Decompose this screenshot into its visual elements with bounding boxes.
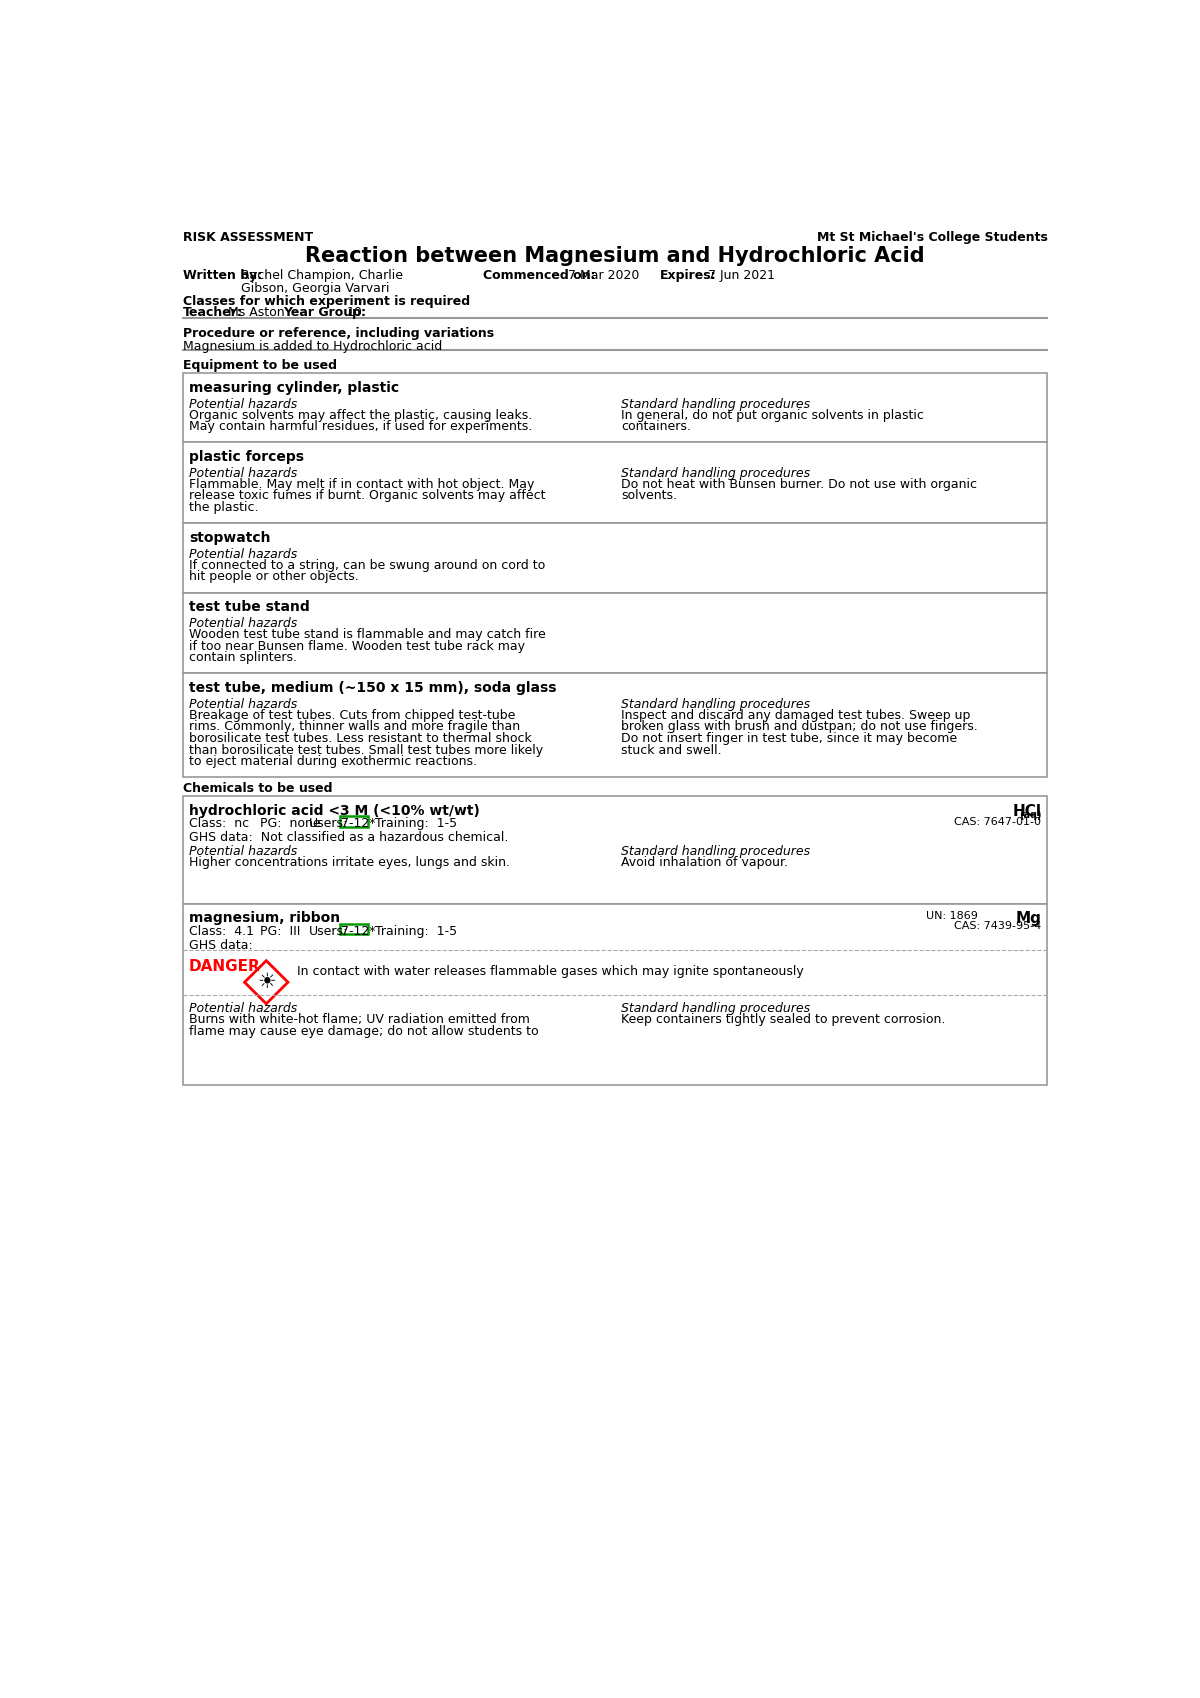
Text: test tube stand: test tube stand — [188, 601, 310, 615]
Text: Gibson, Georgia Varvari: Gibson, Georgia Varvari — [241, 282, 390, 295]
Text: Procedure or reference, including variations: Procedure or reference, including variat… — [182, 328, 493, 340]
Text: Standard handling procedures: Standard handling procedures — [622, 698, 810, 711]
Text: solvents.: solvents. — [622, 489, 677, 503]
Text: Avoid inhalation of vapour.: Avoid inhalation of vapour. — [622, 856, 788, 869]
Text: Reaction between Magnesium and Hydrochloric Acid: Reaction between Magnesium and Hydrochlo… — [305, 246, 925, 267]
Text: contain splinters.: contain splinters. — [188, 650, 296, 664]
Text: Written by:: Written by: — [182, 270, 262, 282]
Text: 7-12*: 7-12* — [342, 817, 376, 830]
Text: Higher concentrations irritate eyes, lungs and skin.: Higher concentrations irritate eyes, lun… — [188, 856, 510, 869]
Polygon shape — [245, 961, 288, 1004]
Text: If connected to a string, can be swung around on cord to: If connected to a string, can be swung a… — [188, 559, 545, 572]
Text: Expires:: Expires: — [660, 270, 716, 282]
Text: Standard handling procedures: Standard handling procedures — [622, 467, 810, 481]
Text: Mg: Mg — [1015, 912, 1042, 927]
Bar — [182, 443, 1048, 523]
Text: PG:  none: PG: none — [260, 817, 320, 830]
Text: the plastic.: the plastic. — [188, 501, 258, 514]
Text: to eject material during exothermic reactions.: to eject material during exothermic reac… — [188, 756, 476, 767]
Text: Flammable. May melt if in contact with hot object. May: Flammable. May melt if in contact with h… — [188, 477, 534, 491]
Text: GHS data:: GHS data: — [188, 939, 252, 953]
Text: magnesium, ribbon: magnesium, ribbon — [188, 912, 340, 925]
Text: Magnesium is added to Hydrochloric acid: Magnesium is added to Hydrochloric acid — [182, 340, 442, 353]
Bar — [182, 523, 1048, 593]
Text: Commenced on:: Commenced on: — [484, 270, 595, 282]
Text: Burns with white-hot flame; UV radiation emitted from: Burns with white-hot flame; UV radiation… — [188, 1014, 529, 1026]
Bar — [182, 674, 1048, 778]
Text: Training:  1-5: Training: 1-5 — [374, 925, 457, 939]
Text: Potential hazards: Potential hazards — [188, 618, 298, 630]
Text: Wooden test tube stand is flammable and may catch fire: Wooden test tube stand is flammable and … — [188, 628, 546, 642]
Text: borosilicate test tubes. Less resistant to thermal shock: borosilicate test tubes. Less resistant … — [188, 732, 532, 745]
Text: PG:  III: PG: III — [260, 925, 300, 939]
Text: Mt St Michael's College Students: Mt St Michael's College Students — [816, 231, 1048, 245]
Text: hydrochloric acid <3 M (<10% wt/wt): hydrochloric acid <3 M (<10% wt/wt) — [188, 803, 480, 818]
Text: 7 Jun 2021: 7 Jun 2021 — [708, 270, 775, 282]
Text: Year Group:: Year Group: — [283, 306, 366, 319]
Text: test tube, medium (~150 x 15 mm), soda glass: test tube, medium (~150 x 15 mm), soda g… — [188, 681, 557, 694]
Text: Organic solvents may affect the plastic, causing leaks.: Organic solvents may affect the plastic,… — [188, 409, 532, 421]
Bar — [182, 374, 1048, 443]
Text: Potential hazards: Potential hazards — [188, 467, 298, 481]
Text: Class:  nc: Class: nc — [188, 817, 248, 830]
Text: Do not heat with Bunsen burner. Do not use with organic: Do not heat with Bunsen burner. Do not u… — [622, 477, 977, 491]
Bar — [182, 903, 1048, 1085]
Text: containers.: containers. — [622, 419, 691, 433]
Text: Potential hazards: Potential hazards — [188, 397, 298, 411]
Text: UN: 1869: UN: 1869 — [926, 912, 978, 922]
Text: than borosilicate test tubes. Small test tubes more likely: than borosilicate test tubes. Small test… — [188, 744, 542, 757]
Text: (aq): (aq) — [1019, 810, 1042, 820]
Text: CAS: 7647-01-0: CAS: 7647-01-0 — [954, 817, 1042, 827]
Text: GHS data:  Not classified as a hazardous chemical.: GHS data: Not classified as a hazardous … — [188, 832, 508, 844]
Text: Users:: Users: — [308, 817, 348, 830]
Text: CAS: 7439-95-4: CAS: 7439-95-4 — [954, 922, 1042, 932]
Text: Rachel Champion, Charlie: Rachel Champion, Charlie — [241, 270, 403, 282]
Text: In contact with water releases flammable gases which may ignite spontaneously: In contact with water releases flammable… — [298, 964, 804, 978]
Text: ☀: ☀ — [257, 973, 276, 992]
Text: Ms Aston: Ms Aston — [228, 306, 284, 319]
Bar — [340, 817, 367, 827]
Text: Inspect and discard any damaged test tubes. Sweep up: Inspect and discard any damaged test tub… — [622, 708, 971, 722]
Text: Potential hazards: Potential hazards — [188, 548, 298, 560]
Text: measuring cylinder, plastic: measuring cylinder, plastic — [188, 380, 398, 396]
Text: Potential hazards: Potential hazards — [188, 846, 298, 857]
Text: Equipment to be used: Equipment to be used — [182, 360, 336, 372]
Text: RISK ASSESSMENT: RISK ASSESSMENT — [182, 231, 313, 245]
Bar — [340, 924, 367, 934]
Text: Users:: Users: — [308, 925, 348, 939]
Text: release toxic fumes if burnt. Organic solvents may affect: release toxic fumes if burnt. Organic so… — [188, 489, 545, 503]
Text: Teacher:: Teacher: — [182, 306, 242, 319]
Text: rims. Commonly, thinner walls and more fragile than: rims. Commonly, thinner walls and more f… — [188, 720, 520, 734]
Bar — [182, 796, 1048, 903]
Text: 7 Mar 2020: 7 Mar 2020 — [569, 270, 640, 282]
Text: In general, do not put organic solvents in plastic: In general, do not put organic solvents … — [622, 409, 924, 421]
Bar — [182, 593, 1048, 674]
Text: broken glass with brush and dustpan; do not use fingers.: broken glass with brush and dustpan; do … — [622, 720, 978, 734]
Text: 10: 10 — [347, 306, 362, 319]
Text: May contain harmful residues, if used for experiments.: May contain harmful residues, if used fo… — [188, 419, 532, 433]
Text: 7-12*: 7-12* — [342, 925, 376, 939]
Text: Standard handling procedures: Standard handling procedures — [622, 1002, 810, 1015]
Text: Do not insert finger in test tube, since it may become: Do not insert finger in test tube, since… — [622, 732, 958, 745]
Text: Potential hazards: Potential hazards — [188, 698, 298, 711]
Text: DANGER: DANGER — [188, 959, 260, 975]
Text: Training:  1-5: Training: 1-5 — [374, 817, 457, 830]
Text: Potential hazards: Potential hazards — [188, 1002, 298, 1015]
Text: Classes for which experiment is required: Classes for which experiment is required — [182, 295, 469, 307]
Text: Standard handling procedures: Standard handling procedures — [622, 397, 810, 411]
Text: if too near Bunsen flame. Wooden test tube rack may: if too near Bunsen flame. Wooden test tu… — [188, 640, 524, 652]
Text: HCl: HCl — [1013, 803, 1042, 818]
Text: plastic forceps: plastic forceps — [188, 450, 304, 464]
Text: stuck and swell.: stuck and swell. — [622, 744, 722, 757]
Text: Keep containers tightly sealed to prevent corrosion.: Keep containers tightly sealed to preven… — [622, 1014, 946, 1026]
Text: Standard handling procedures: Standard handling procedures — [622, 846, 810, 857]
Text: hit people or other objects.: hit people or other objects. — [188, 571, 359, 584]
Text: flame may cause eye damage; do not allow students to: flame may cause eye damage; do not allow… — [188, 1024, 539, 1037]
Text: Chemicals to be used: Chemicals to be used — [182, 783, 332, 795]
Text: stopwatch: stopwatch — [188, 531, 270, 545]
Text: Class:  4.1: Class: 4.1 — [188, 925, 253, 939]
Text: Breakage of test tubes. Cuts from chipped test-tube: Breakage of test tubes. Cuts from chippe… — [188, 708, 515, 722]
